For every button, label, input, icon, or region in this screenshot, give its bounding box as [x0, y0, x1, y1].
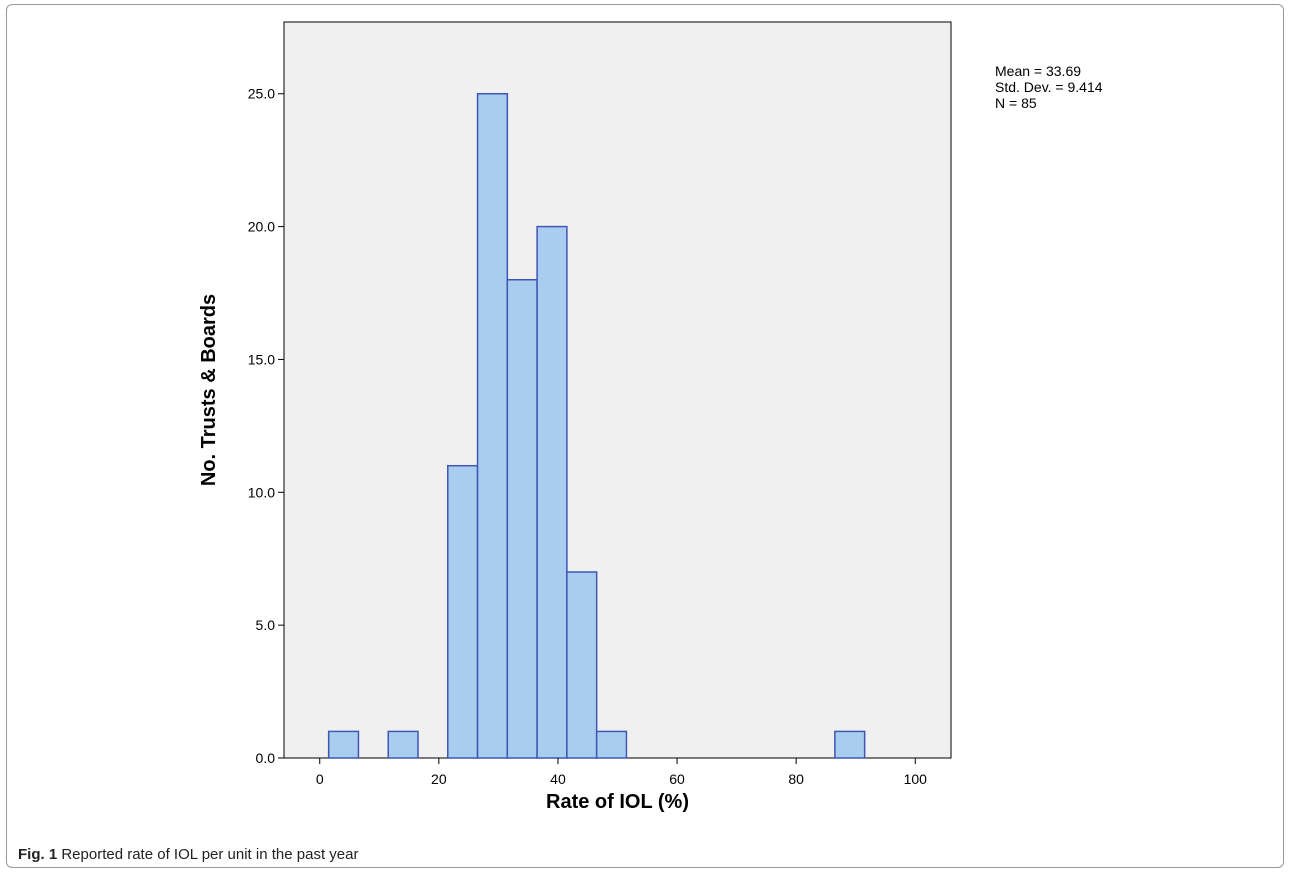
histogram-bar-3 [476, 92, 509, 759]
bars-group [327, 92, 866, 759]
y-tick-label: 10.0 [248, 484, 275, 500]
histogram-bar-4 [506, 278, 538, 759]
histogram-bar-1 [387, 730, 419, 759]
histogram-bar-8 [834, 730, 866, 759]
plot-area [283, 21, 952, 759]
figure-frame [6, 4, 1284, 868]
stat-std-dev: Std. Dev. = 9.414 [995, 79, 1103, 95]
y-tick-label: 20.0 [248, 219, 275, 235]
y-tick-label: 15.0 [248, 351, 275, 367]
y-tick-label: 5.0 [256, 617, 276, 633]
x-tick-label: 60 [669, 771, 685, 787]
x-tick-label: 40 [550, 771, 566, 787]
y-axis: 0.0 5.0 10.0 15.0 20.0 25.0 [248, 86, 284, 766]
histogram-bar-7 [595, 730, 628, 759]
x-tick-label: 80 [788, 771, 804, 787]
figure-label: Fig. 1 [18, 846, 58, 863]
y-axis-title: No. Trusts & Boards [198, 294, 220, 486]
stat-mean: Mean = 33.69 [995, 63, 1081, 79]
x-tick-label: 0 [316, 771, 324, 787]
figure-caption-text: Reported rate of IOL per unit in the pas… [61, 846, 359, 863]
histogram-bar-2 [447, 464, 479, 759]
x-tick-label: 20 [431, 771, 447, 787]
stat-n: N = 85 [995, 95, 1037, 111]
x-axis-title: Rate of IOL (%) [546, 791, 689, 813]
histogram-bar-5 [536, 225, 568, 759]
histogram-bar-0 [327, 730, 360, 759]
x-tick-label: 100 [904, 771, 928, 787]
x-axis: 0 20 40 60 80 100 [316, 758, 927, 787]
y-tick-label: 25.0 [248, 86, 275, 102]
histogram-bar-6 [566, 571, 598, 759]
figure-caption: Fig. 1 Reported rate of IOL per unit in … [18, 846, 358, 863]
y-tick-label: 0.0 [256, 750, 276, 766]
